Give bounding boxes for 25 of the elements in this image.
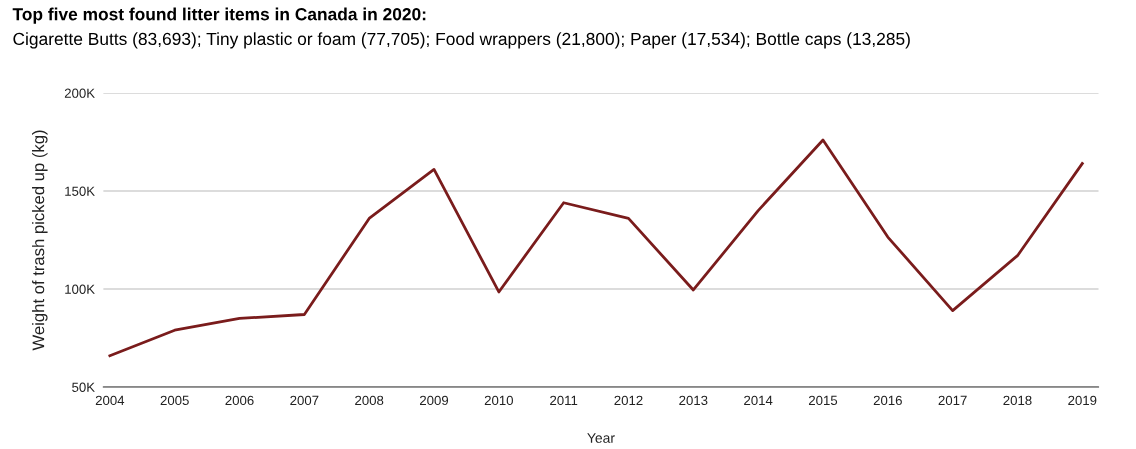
x-axis-title: Year: [587, 433, 615, 443]
x-tick-label: 2007: [290, 395, 319, 406]
x-tick-label: 2010: [484, 395, 513, 406]
x-tick-label: 2019: [1068, 395, 1097, 406]
x-tick-label: 2012: [614, 395, 643, 406]
x-tick-label: 2004: [95, 395, 125, 406]
x-tick-label: 2011: [550, 395, 578, 406]
y-tick-label: 150K: [65, 186, 95, 196]
x-tick-label: 2014: [744, 395, 773, 406]
x-tick-label: 2005: [160, 395, 189, 406]
x-tick-label: 2015: [808, 395, 838, 406]
x-tick-label: 2017: [938, 395, 967, 406]
line-series: [108, 138, 1084, 358]
y-tick-label: 200K: [64, 88, 95, 98]
x-tick-label: 2009: [420, 395, 449, 406]
y-axis-title: Weight of trash picked up (kg): [32, 130, 48, 351]
y-tick-label: 50K: [72, 382, 95, 392]
y-tick-label: 100K: [65, 284, 95, 294]
x-tick-label: 2018: [1003, 395, 1032, 406]
x-tick-label: 2013: [679, 395, 708, 406]
x-tick-label: 2006: [225, 395, 254, 406]
x-tick-label: 2016: [873, 395, 902, 406]
chart-subtitle: Cigarette Butts (83,693); Tiny plastic or foam (77,705); Food wrappers (21,800); Paper (17,534); Bottle caps (13,285): [13, 32, 910, 49]
x-tick-label: 2008: [355, 395, 384, 406]
chart-title: Top five most found litter items in Canada in 2020:: [12, 7, 426, 24]
